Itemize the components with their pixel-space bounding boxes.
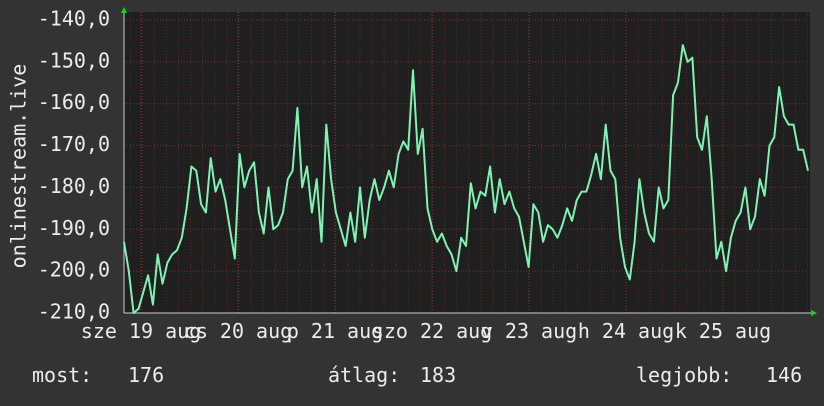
x-tick-label: sze 19 aug [81, 319, 201, 343]
stat-label: most: [32, 363, 92, 387]
x-tick-label: v 23 aug [481, 319, 577, 343]
stat-value: 183 [420, 363, 456, 387]
y-tick-label: -170,0 [38, 132, 110, 156]
stat-value: 176 [128, 363, 164, 387]
stat-label: legjobb: [636, 363, 732, 387]
data-line [123, 44, 809, 314]
x-tick-label: k 25 aug [675, 319, 771, 343]
x-tick-label: cs 20 aug [184, 319, 292, 343]
x-tick-label: h 24 aug [578, 319, 674, 343]
axis-arrow [121, 7, 127, 13]
x-tick-label: p 21 aug [287, 319, 383, 343]
y-tick-label: -150,0 [38, 48, 110, 72]
y-tick-label: -190,0 [38, 216, 110, 240]
y-tick-label: -200,0 [38, 258, 110, 282]
axis-arrow [811, 310, 817, 316]
x-tick-label: szo 22 aug [372, 319, 492, 343]
y-tick-label: -180,0 [38, 174, 110, 198]
y-axis-label: onlinestream.live [7, 64, 31, 269]
y-tick-label: -140,0 [38, 7, 110, 31]
stat-label: átlag: [328, 363, 400, 387]
y-tick-label: -160,0 [38, 90, 110, 114]
stat-value: 146 [766, 363, 802, 387]
y-tick-label: -210,0 [38, 300, 110, 324]
